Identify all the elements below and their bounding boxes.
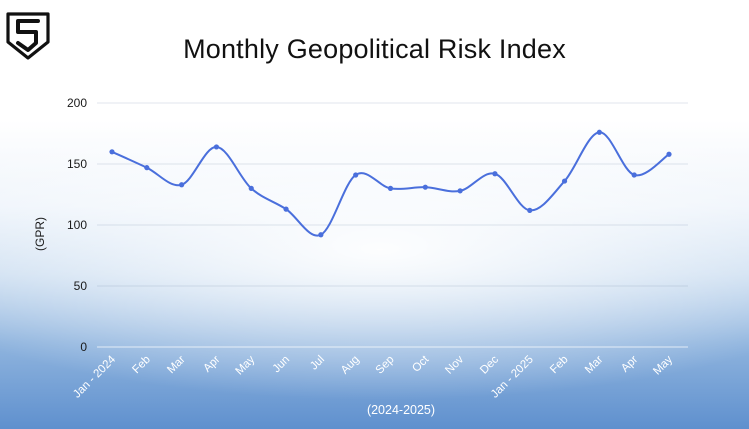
data-point bbox=[666, 151, 672, 157]
series-line bbox=[111, 131, 670, 237]
data-point bbox=[318, 232, 324, 238]
x-tick-label: Sep bbox=[374, 354, 397, 377]
x-tick-label: Dec bbox=[478, 353, 501, 376]
gridlines bbox=[97, 102, 688, 348]
data-point bbox=[631, 172, 637, 178]
data-point bbox=[492, 171, 498, 177]
y-axis-ticks: 0 50 100 150 200 bbox=[67, 96, 87, 354]
x-tick-label: Apr bbox=[201, 354, 222, 375]
y-tick-label: 200 bbox=[67, 96, 87, 110]
data-point bbox=[213, 144, 220, 150]
x-tick-label: May bbox=[651, 353, 675, 377]
y-tick-label: 0 bbox=[80, 340, 87, 354]
chart-title: Monthly Geopolitical Risk Index bbox=[183, 34, 566, 64]
brand-logo-icon bbox=[6, 12, 50, 60]
data-point bbox=[527, 207, 533, 213]
data-point bbox=[179, 182, 185, 188]
x-tick-label: Aug bbox=[339, 354, 362, 377]
data-point bbox=[422, 184, 428, 190]
data-point bbox=[561, 178, 568, 184]
x-tick-label: Oct bbox=[410, 353, 432, 375]
y-tick-label: 50 bbox=[74, 279, 88, 293]
data-point bbox=[109, 149, 115, 155]
data-point bbox=[353, 172, 359, 178]
x-tick-label: Feb bbox=[130, 354, 153, 377]
x-axis-label: (2024-2025) bbox=[367, 403, 435, 417]
x-tick-label: Apr bbox=[619, 354, 640, 375]
x-tick-label: Jul bbox=[308, 354, 327, 373]
data-point bbox=[596, 129, 602, 135]
y-tick-label: 150 bbox=[67, 157, 87, 171]
y-axis-label: (GPR) bbox=[33, 217, 47, 251]
data-point bbox=[283, 206, 289, 212]
data-point bbox=[387, 185, 394, 191]
x-tick-label: Mar bbox=[165, 354, 188, 377]
x-tick-label: May bbox=[234, 353, 258, 377]
data-point bbox=[144, 165, 150, 171]
x-tick-label: Jun bbox=[271, 354, 293, 376]
data-points bbox=[109, 129, 672, 238]
data-point bbox=[248, 185, 254, 191]
x-tick-label: Nov bbox=[443, 353, 466, 376]
x-tick-label: Jan - 2024 bbox=[71, 353, 118, 400]
x-tick-label: Feb bbox=[548, 354, 571, 377]
x-tick-label: Mar bbox=[583, 354, 606, 377]
data-point bbox=[457, 188, 463, 194]
y-tick-label: 100 bbox=[67, 218, 87, 232]
x-axis-ticks: Jan - 2024 Feb Mar Apr May Jun Jul Aug Sep Oct Nov… bbox=[71, 353, 675, 400]
